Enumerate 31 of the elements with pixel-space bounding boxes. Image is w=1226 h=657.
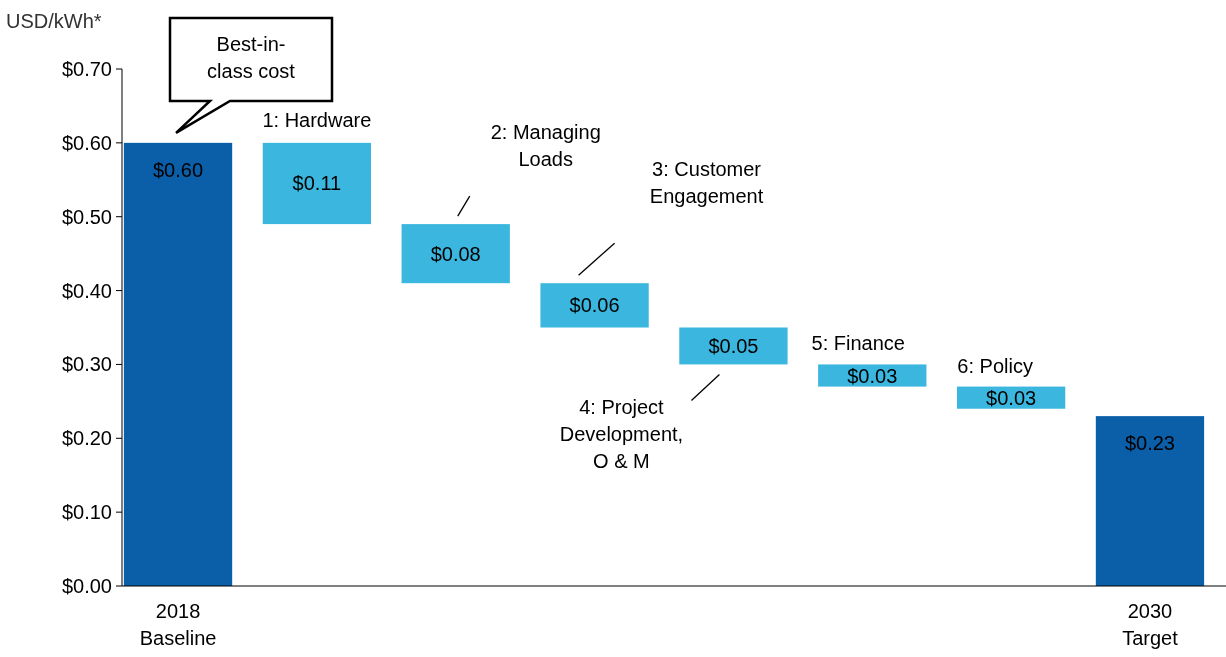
bar <box>123 142 233 586</box>
bar <box>401 224 510 284</box>
data-label: $0.08 <box>430 242 481 265</box>
y-tick-label: $0.00 <box>61 575 112 597</box>
annotation: 1: Hardware <box>262 108 372 131</box>
x-tick-label: 2030 Target <box>1122 600 1179 649</box>
y-axis-title: USD/kWh* <box>6 10 102 32</box>
bar <box>1095 416 1205 586</box>
annotation: 4: Project Development, O & M <box>559 396 684 473</box>
x-tick-label: 2018 Baseline <box>139 600 217 649</box>
y-tick-label: $0.70 <box>61 58 112 80</box>
y-tick-label: $0.50 <box>61 205 112 228</box>
data-label: $0.60 <box>153 158 204 181</box>
data-label: $0.03 <box>847 364 898 387</box>
annotation: 2: Managing Loads <box>490 121 601 171</box>
annotation: 3: Customer Engagement <box>649 158 764 208</box>
data-label: $0.03 <box>986 386 1037 409</box>
y-tick-label: $0.20 <box>61 427 112 450</box>
y-tick-label: $0.30 <box>61 353 112 376</box>
data-label: $0.23 <box>1124 432 1175 455</box>
annotation: Best-in- class cost <box>207 33 296 82</box>
data-label: $0.06 <box>569 294 620 317</box>
y-tick-label: $0.10 <box>61 501 112 524</box>
annotation: 6: Policy <box>957 354 1033 377</box>
bar <box>540 283 649 328</box>
annotation: 5: Finance <box>811 332 905 355</box>
y-tick-label: $0.60 <box>61 131 112 154</box>
data-label: $0.05 <box>708 334 759 357</box>
data-label: $0.11 <box>292 172 342 195</box>
y-tick-label: $0.40 <box>61 279 112 302</box>
bar <box>262 142 372 225</box>
